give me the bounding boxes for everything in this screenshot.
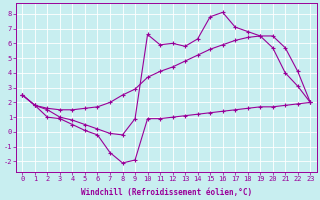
X-axis label: Windchill (Refroidissement éolien,°C): Windchill (Refroidissement éolien,°C)	[81, 188, 252, 197]
